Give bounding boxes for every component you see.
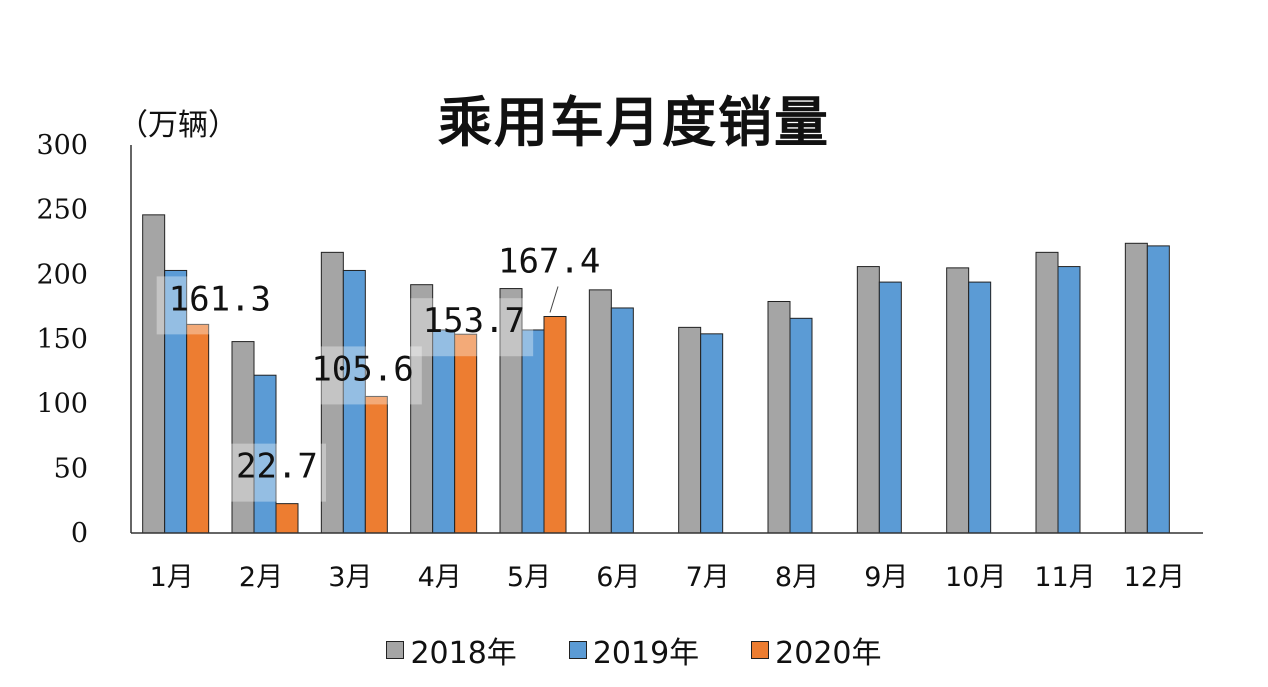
legend: 2018年 2019年 2020年 — [0, 628, 1268, 672]
legend-label: 2020年 — [775, 636, 882, 671]
bar-2019年-11月 — [1057, 266, 1081, 534]
data-label: 167.4 — [498, 241, 600, 281]
x-tick-label: 11月 — [1034, 562, 1095, 593]
legend-label: 2018年 — [410, 636, 517, 671]
x-tick-label: 3月 — [328, 562, 372, 593]
data-label-background — [299, 346, 422, 405]
bar-2019年-9月 — [878, 281, 902, 534]
bar-2019年-12月 — [1146, 245, 1170, 534]
bar-2019年-7月 — [700, 333, 724, 534]
data-label: 105.6 — [311, 349, 413, 389]
data-label-background — [156, 276, 280, 335]
bar-2020年-4月 — [454, 333, 478, 534]
bar-2020年-1月 — [186, 323, 210, 534]
y-tick-label: 200 — [36, 259, 88, 290]
bar-2018年-10月 — [946, 267, 970, 534]
x-tick-label: 9月 — [864, 562, 908, 593]
legend-item: 2018年 — [386, 628, 517, 672]
data-label-leader-line — [549, 286, 559, 313]
bar-2020年-3月 — [364, 395, 388, 534]
bar-2018年-8月 — [767, 300, 791, 534]
data-label-background — [410, 298, 534, 357]
x-tick-label: 1月 — [150, 562, 194, 593]
bar-2019年-4月 — [432, 329, 456, 534]
data-label-background — [224, 443, 326, 502]
bar-2018年-12月 — [1124, 242, 1148, 534]
bar-2018年-11月 — [1035, 251, 1059, 534]
bar-2020年-5月 — [543, 315, 567, 534]
bar-2018年-7月 — [678, 326, 702, 534]
legend-item: 2020年 — [751, 628, 882, 672]
chart-title: 乘用车月度销量 — [438, 91, 830, 154]
x-tick-label: 5月 — [507, 562, 551, 593]
legend-swatch — [386, 641, 405, 659]
legend-swatch — [568, 641, 587, 659]
data-label: 22.7 — [236, 447, 318, 487]
bar-2018年-1月 — [142, 214, 166, 534]
bar-2019年-10月 — [968, 281, 992, 534]
y-tick-label: 100 — [36, 389, 88, 420]
legend-swatch — [751, 641, 770, 659]
data-label: 161.3 — [169, 279, 271, 319]
x-tick-label: 12月 — [1124, 562, 1185, 593]
bar-2018年-2月 — [231, 341, 255, 534]
y-tick-label: 150 — [36, 324, 88, 355]
bar-2020年-2月 — [275, 503, 299, 534]
x-tick-label: 6月 — [596, 562, 640, 593]
y-tick-label: 50 — [54, 453, 88, 484]
x-tick-label: 8月 — [775, 562, 819, 593]
x-tick-label: 7月 — [686, 562, 730, 593]
legend-label: 2019年 — [592, 636, 700, 671]
x-tick-label: 4月 — [418, 562, 462, 593]
y-axis-unit-label: （万辆） — [118, 108, 238, 143]
bar-2018年-6月 — [588, 289, 612, 534]
bar-2018年-9月 — [856, 266, 880, 534]
bar-2019年-8月 — [789, 317, 813, 534]
x-tick-label: 2月 — [239, 562, 283, 593]
y-tick-label: 0 — [71, 518, 88, 549]
x-tick-label: 10月 — [945, 562, 1006, 593]
y-tick-label: 250 — [36, 195, 88, 226]
legend-item: 2019年 — [568, 628, 700, 672]
bar-2019年-6月 — [610, 307, 634, 534]
y-tick-label: 300 — [36, 130, 88, 161]
data-label: 153.7 — [423, 301, 525, 341]
bar-2019年-5月 — [521, 329, 545, 534]
